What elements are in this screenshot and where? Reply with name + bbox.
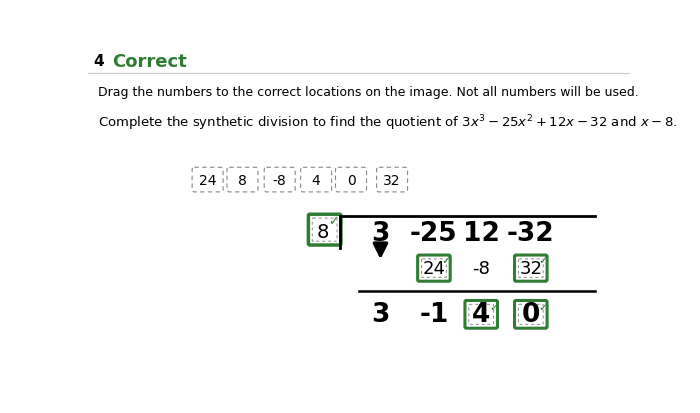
FancyBboxPatch shape <box>300 168 332 192</box>
Text: Drag the numbers to the correct locations on the image. Not all numbers will be : Drag the numbers to the correct location… <box>98 85 639 98</box>
FancyBboxPatch shape <box>335 168 367 192</box>
Text: ✓: ✓ <box>442 256 451 266</box>
Text: 4: 4 <box>312 173 321 187</box>
FancyBboxPatch shape <box>309 215 341 245</box>
Text: 3: 3 <box>371 301 390 328</box>
Text: 4: 4 <box>472 301 490 328</box>
Text: 12: 12 <box>463 221 500 247</box>
Text: ✓: ✓ <box>328 214 338 227</box>
FancyBboxPatch shape <box>418 255 450 282</box>
FancyBboxPatch shape <box>192 168 223 192</box>
FancyBboxPatch shape <box>514 255 547 282</box>
Text: -32: -32 <box>507 221 554 247</box>
Text: 3: 3 <box>371 221 390 247</box>
Text: 24: 24 <box>199 173 216 187</box>
Text: -8: -8 <box>273 173 286 187</box>
FancyBboxPatch shape <box>465 301 498 328</box>
Text: ✓: ✓ <box>538 302 548 312</box>
FancyBboxPatch shape <box>377 168 407 192</box>
Text: Correct: Correct <box>112 53 187 71</box>
Text: 0: 0 <box>522 301 540 328</box>
FancyBboxPatch shape <box>519 304 543 325</box>
Text: 8: 8 <box>238 173 247 187</box>
Text: -8: -8 <box>473 259 490 278</box>
FancyBboxPatch shape <box>264 168 295 192</box>
FancyBboxPatch shape <box>519 259 543 278</box>
Text: 0: 0 <box>346 173 356 187</box>
Text: ✓: ✓ <box>489 302 498 312</box>
Text: 4: 4 <box>93 55 104 69</box>
Text: ✓: ✓ <box>538 256 548 266</box>
Text: 32: 32 <box>384 173 401 187</box>
FancyBboxPatch shape <box>469 304 493 325</box>
FancyBboxPatch shape <box>421 259 447 278</box>
Text: -25: -25 <box>410 221 458 247</box>
FancyBboxPatch shape <box>227 168 258 192</box>
FancyBboxPatch shape <box>514 301 547 328</box>
Text: Complete the synthetic division to find the quotient of $3x^3 - 25x^2 + 12x - 32: Complete the synthetic division to find … <box>98 113 678 132</box>
Text: 8: 8 <box>317 222 329 241</box>
Text: -1: -1 <box>419 301 449 328</box>
Text: 32: 32 <box>519 259 542 278</box>
Text: 24: 24 <box>422 259 445 278</box>
FancyBboxPatch shape <box>312 218 337 242</box>
